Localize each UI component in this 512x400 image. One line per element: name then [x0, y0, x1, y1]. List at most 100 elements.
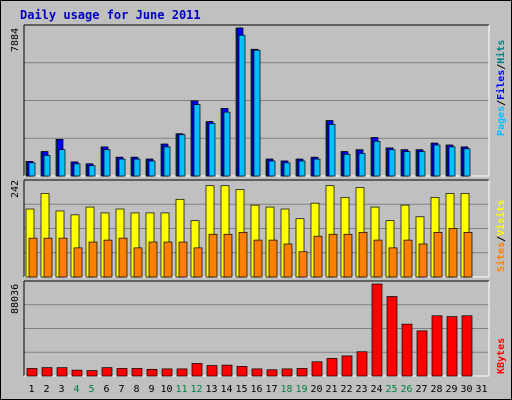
- bar-kbytes-10: [161, 368, 173, 377]
- bar-kbytes-19: [296, 368, 308, 377]
- x-tick-label: 19: [295, 384, 307, 395]
- bar-sites-25: [388, 247, 398, 278]
- bar-pages-11: [178, 134, 186, 177]
- bar-kbytes-7: [116, 368, 128, 377]
- legend-separator: /: [496, 64, 507, 70]
- bar-kbytes-17: [266, 369, 278, 377]
- bar-kbytes-18: [281, 368, 293, 377]
- bar-pages-15: [238, 34, 246, 177]
- bar-sites-5: [88, 241, 98, 278]
- bar-sites-2: [43, 237, 53, 278]
- bar-sites-28: [433, 231, 443, 278]
- legend-hits: Hits: [495, 40, 507, 64]
- x-tick-label: 29: [445, 384, 457, 395]
- x-tick-label: 9: [148, 384, 154, 395]
- bar-pages-22: [343, 154, 351, 177]
- bar-kbytes-8: [131, 368, 143, 377]
- bar-sites-16: [253, 239, 263, 278]
- bar-pages-29: [448, 146, 456, 177]
- x-tick-label: 6: [103, 384, 109, 395]
- bar-kbytes-27: [416, 330, 428, 377]
- bar-sites-24: [373, 239, 383, 278]
- bar-pages-9: [148, 160, 156, 177]
- x-tick-label: 14: [220, 384, 232, 395]
- bar-pages-30: [463, 148, 471, 177]
- x-tick-label: 25: [385, 384, 397, 395]
- bar-sites-9: [148, 241, 158, 278]
- legend-middle: Sites/Visits: [495, 200, 507, 272]
- x-tick-label: 20: [310, 384, 322, 395]
- legend-sites: Sites: [495, 242, 507, 272]
- bar-pages-3: [58, 149, 66, 177]
- chart-title: Daily usage for June 2011: [20, 8, 201, 22]
- x-tick-label: 10: [160, 384, 172, 395]
- bar-sites-4: [73, 247, 83, 278]
- bar-kbytes-9: [146, 368, 158, 377]
- bar-pages-8: [133, 158, 141, 177]
- bar-pages-12: [193, 104, 201, 177]
- x-tick-label: 13: [205, 384, 217, 395]
- bar-kbytes-20: [311, 361, 323, 377]
- bar-kbytes-11: [176, 368, 188, 377]
- bar-kbytes-25: [386, 296, 398, 377]
- x-tick-label: 22: [340, 384, 352, 395]
- legend-separator: /: [496, 236, 507, 242]
- bar-pages-28: [433, 144, 441, 177]
- bar-pages-25: [388, 149, 396, 177]
- bar-sites-13: [208, 233, 218, 278]
- x-tick-label: 15: [235, 384, 247, 395]
- bar-kbytes-3: [56, 367, 68, 377]
- x-tick-label: 2: [43, 384, 49, 395]
- bar-kbytes-30: [461, 315, 473, 377]
- legend-bottom: KBytes: [496, 338, 507, 374]
- bar-kbytes-4: [71, 369, 83, 377]
- x-tick-label: 21: [325, 384, 337, 395]
- bar-sites-10: [163, 241, 173, 278]
- bar-pages-6: [103, 149, 111, 177]
- x-tick-label: 18: [280, 384, 292, 395]
- bar-sites-7: [118, 237, 128, 278]
- x-tick-label: 7: [118, 384, 124, 395]
- bar-pages-18: [283, 162, 291, 177]
- y-max-label-kbytes: 88036: [10, 284, 21, 314]
- legend-files: Files: [495, 70, 507, 100]
- x-tick-label: 17: [265, 384, 277, 395]
- bar-sites-26: [403, 239, 413, 278]
- bar-sites-27: [418, 243, 428, 278]
- x-tick-label: 12: [190, 384, 202, 395]
- bar-pages-26: [403, 151, 411, 177]
- bar-kbytes-6: [101, 367, 113, 377]
- bar-pages-23: [358, 153, 366, 177]
- bar-pages-24: [373, 140, 381, 177]
- bar-sites-1: [28, 237, 38, 278]
- x-tick-label: 28: [430, 384, 442, 395]
- bar-kbytes-1: [26, 368, 38, 377]
- legend-kbytes: KBytes: [496, 338, 507, 374]
- bar-sites-6: [103, 239, 113, 278]
- bar-pages-2: [43, 155, 51, 177]
- bar-pages-13: [208, 123, 216, 177]
- bar-pages-5: [88, 165, 96, 177]
- bar-kbytes-21: [326, 358, 338, 377]
- bar-kbytes-26: [401, 323, 413, 377]
- x-tick-label: 26: [400, 384, 412, 395]
- bar-kbytes-28: [431, 315, 443, 377]
- bar-sites-29: [448, 228, 458, 278]
- bar-sites-11: [178, 241, 188, 278]
- bar-sites-3: [58, 237, 68, 278]
- bar-kbytes-29: [446, 316, 458, 377]
- legend-top: Pages/Files/Hits: [495, 40, 507, 136]
- bar-kbytes-13: [206, 365, 218, 377]
- bar-pages-4: [73, 163, 81, 177]
- x-tick-label: 3: [58, 384, 64, 395]
- x-tick-label: 4: [73, 384, 79, 395]
- bar-kbytes-24: [371, 283, 383, 377]
- bar-pages-7: [118, 158, 126, 177]
- bar-pages-16: [253, 49, 261, 177]
- bar-sites-19: [298, 251, 308, 278]
- bar-sites-18: [283, 243, 293, 278]
- bar-sites-8: [133, 247, 143, 278]
- bar-pages-21: [328, 124, 336, 177]
- legend-pages: Pages: [496, 106, 507, 136]
